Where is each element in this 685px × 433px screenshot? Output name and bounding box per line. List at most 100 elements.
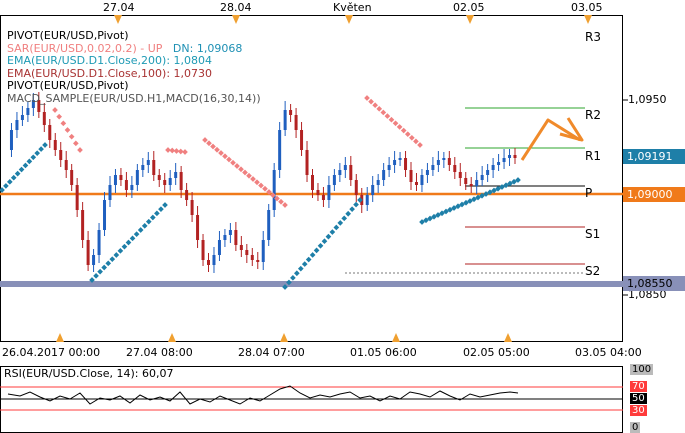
sar-dot (270, 192, 276, 199)
candle-body (146, 160, 150, 165)
sar-dot (419, 219, 425, 225)
sar-dot (173, 148, 180, 154)
support-price-box: 1,08550 (623, 276, 685, 291)
candle-body (486, 170, 490, 175)
sar-dot (503, 182, 509, 189)
sar-dot (305, 256, 312, 263)
bottom-date-label: 26.04.2017 00:00 (2, 346, 101, 359)
bottom-date-label: 27.04 08:00 (126, 346, 193, 359)
candle-body (245, 250, 249, 255)
sar-dot (313, 247, 320, 254)
candle-body (75, 185, 79, 210)
sar-dot (417, 142, 423, 148)
candle-body (382, 170, 386, 180)
sar-dot (38, 146, 44, 152)
legend-ema200: EMA(EUR/USD.D1.Close,200): 1,0804 (7, 54, 213, 67)
bottom-date-label: 03.05 04:00 (575, 346, 642, 359)
candle-body (393, 160, 397, 165)
candle-body (497, 162, 501, 165)
sar-dot (101, 264, 107, 271)
sar-dot (467, 198, 473, 204)
sar-dot (22, 162, 29, 169)
sar-dot (117, 248, 124, 254)
candle-body (283, 110, 287, 130)
sar-dot (226, 156, 232, 163)
rsi-level-0: 0 (630, 422, 641, 433)
sar-dot (459, 201, 465, 208)
candle-body (217, 240, 221, 255)
candle-body (261, 240, 265, 262)
sar-dot (431, 213, 437, 220)
sar-dot (495, 185, 501, 192)
candle-body (365, 195, 369, 205)
pivot-label-r1: R1 (585, 149, 601, 163)
candle-body (431, 165, 435, 170)
sar-dot (52, 107, 58, 113)
candle-body (59, 150, 63, 160)
candle-body (223, 235, 227, 240)
sar-dot (93, 273, 99, 279)
bottom-date-label: 01.05 06:00 (350, 346, 417, 359)
sar-dot (230, 159, 236, 166)
sar-dot (73, 140, 79, 147)
sar-dot (214, 146, 220, 153)
pivot-label-r2: R2 (585, 108, 601, 122)
candle-body (300, 130, 304, 150)
sar-dot (121, 243, 128, 250)
sar-dot (258, 182, 264, 189)
bottom-date-label: 28.04 07:00 (238, 346, 305, 359)
sar-dot (364, 95, 370, 101)
sar-dot (210, 143, 216, 150)
main-chart-frame[interactable] (0, 15, 623, 342)
sar-dot (400, 127, 407, 134)
sar-dot (329, 229, 336, 235)
candle-body (289, 110, 293, 115)
sar-dot (105, 260, 112, 267)
candle-body (409, 170, 413, 182)
sar-dot (282, 202, 288, 208)
candle-body (70, 170, 74, 185)
candle-body (20, 115, 24, 120)
candle-body (185, 190, 189, 200)
rsi-level-50: 50 (630, 393, 647, 404)
rsi-level-70: 70 (630, 381, 647, 392)
pivot-label-r3: R3 (585, 30, 601, 44)
forecast-arrowhead (559, 117, 584, 142)
sar-dot (345, 210, 351, 217)
sar-dot (409, 134, 415, 141)
sar-dot (353, 201, 359, 208)
forecast-arrow (520, 118, 581, 161)
candle-body (305, 150, 309, 175)
sar-dot (89, 277, 95, 283)
sar-dot (341, 215, 348, 222)
sar-dot (290, 275, 296, 281)
candle-body (86, 240, 90, 265)
sar-dot (0, 187, 5, 193)
legend-pivot-2: PIVOT(EUR/USD,Pivot) (7, 79, 129, 92)
sar-dot (325, 233, 332, 240)
candle-body (425, 170, 429, 175)
candle-body (157, 175, 161, 180)
sar-dot (77, 147, 83, 153)
sar-dot (266, 189, 272, 195)
sar-dot (333, 224, 340, 231)
price-axis-label: 1,0950 (628, 93, 667, 106)
sar-dot (158, 206, 164, 212)
sar-dot (26, 158, 33, 165)
sar-dot (10, 174, 17, 181)
candle-body (310, 175, 314, 190)
candle-body (508, 155, 512, 158)
candle-body (250, 255, 254, 260)
sar-dot (479, 192, 485, 199)
candle-body (103, 200, 107, 230)
sar-dot (141, 223, 148, 229)
candle-body (124, 180, 128, 190)
candle-body (414, 182, 418, 185)
pivot-label-s1: S1 (585, 227, 601, 241)
candle-body (207, 260, 211, 265)
candle-body (228, 230, 232, 235)
sar-dot (511, 178, 517, 185)
sar-dot (443, 208, 449, 215)
candle-body (64, 160, 68, 170)
